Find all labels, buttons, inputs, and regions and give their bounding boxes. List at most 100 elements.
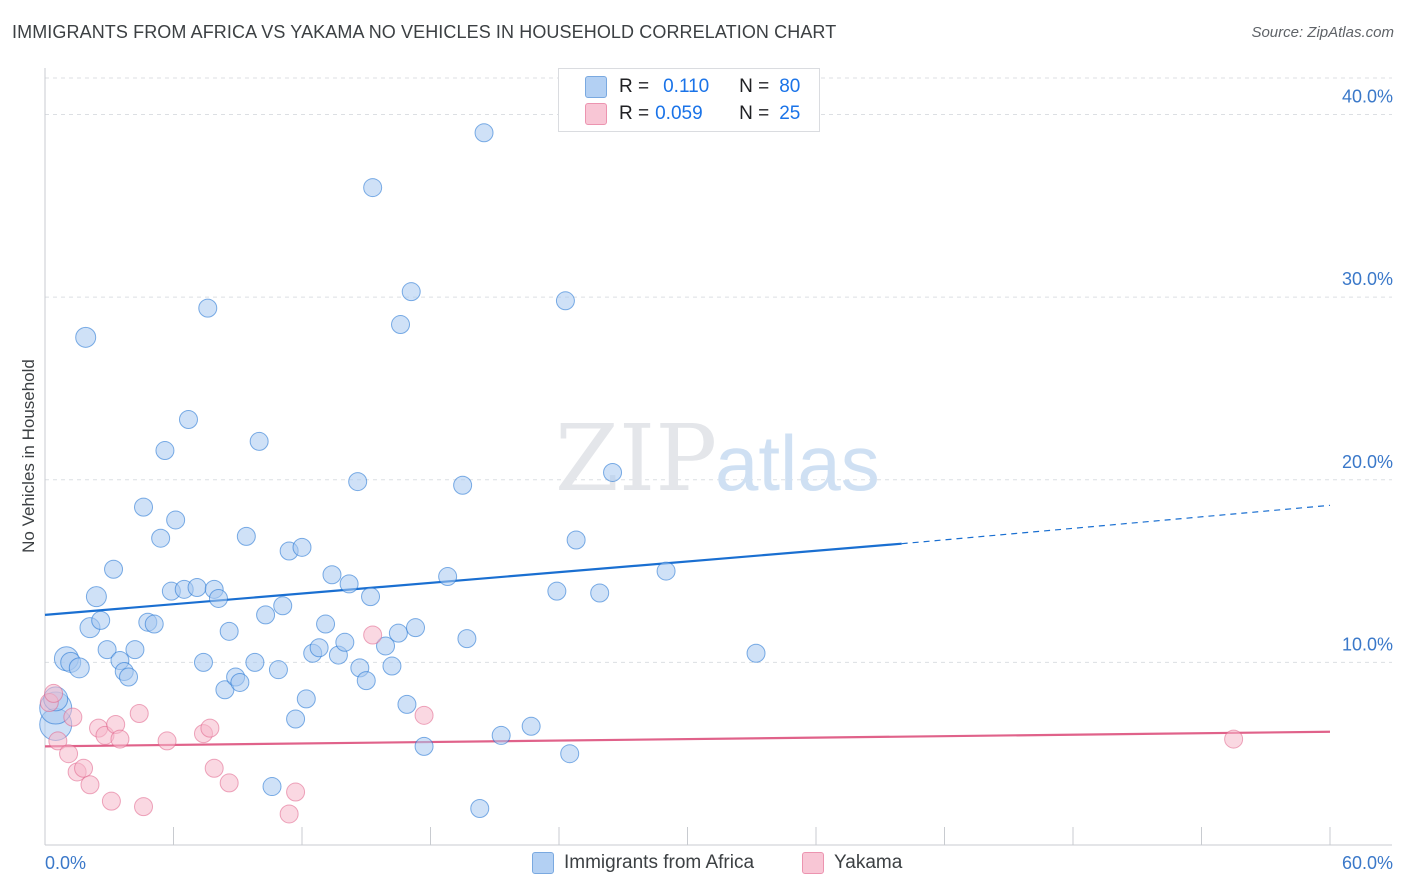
yakama-point bbox=[414, 705, 434, 725]
bottom-legend-swatch-africa bbox=[532, 852, 554, 874]
watermark: ZIP atlas bbox=[555, 405, 880, 512]
africa-point bbox=[363, 178, 383, 198]
africa-point bbox=[339, 574, 359, 594]
yakama-point bbox=[110, 729, 130, 749]
africa-point bbox=[521, 716, 541, 736]
africa-point bbox=[187, 578, 207, 598]
africa-point bbox=[603, 462, 623, 482]
yakama-point bbox=[1224, 729, 1244, 749]
africa-point bbox=[356, 671, 376, 691]
africa-point bbox=[236, 526, 256, 546]
y-tick-label: 10.0% bbox=[1342, 634, 1393, 654]
africa-point bbox=[85, 586, 107, 608]
africa-point bbox=[474, 123, 494, 143]
yakama-point bbox=[279, 804, 299, 824]
yakama-point bbox=[59, 744, 79, 764]
africa-point bbox=[134, 497, 154, 517]
africa-point bbox=[746, 643, 766, 663]
yakama-point bbox=[134, 797, 154, 817]
legend-r-label: R = bbox=[619, 76, 650, 97]
africa-point bbox=[656, 561, 676, 581]
africa-point bbox=[125, 640, 145, 660]
legend-r-value: 0.059 bbox=[655, 103, 703, 124]
yakama-point bbox=[204, 758, 224, 778]
y-tick-label: 40.0% bbox=[1342, 87, 1393, 107]
source-label: Source: ZipAtlas.com bbox=[1251, 24, 1394, 41]
bottom-legend-label-yakama: Yakama bbox=[834, 852, 903, 873]
legend-row-africa: R = 0.110 N = 80 bbox=[559, 73, 800, 101]
legend-n-label: N = bbox=[739, 103, 770, 124]
bottom-legend-africa: Immigrants from Africa bbox=[532, 852, 754, 874]
legend-swatch-africa bbox=[585, 76, 607, 98]
africa-point bbox=[178, 409, 198, 429]
africa-point bbox=[457, 629, 477, 649]
y-tick-label: 30.0% bbox=[1342, 269, 1393, 289]
africa-point bbox=[292, 537, 312, 557]
africa-point bbox=[566, 530, 586, 550]
legend-n-value: 25 bbox=[779, 103, 801, 124]
yakama-point bbox=[74, 758, 94, 778]
y-axis-label: No Vehicles in Household bbox=[19, 359, 38, 553]
africa-point bbox=[322, 565, 342, 585]
africa-point bbox=[273, 596, 293, 616]
africa-point bbox=[75, 326, 97, 348]
yakama-point bbox=[219, 773, 239, 793]
africa-point bbox=[316, 614, 336, 634]
watermark-zip: ZIP bbox=[555, 405, 717, 512]
africa-point bbox=[91, 610, 111, 630]
africa-point bbox=[547, 581, 567, 601]
africa-point bbox=[438, 567, 458, 587]
africa-point bbox=[155, 441, 175, 461]
africa-point bbox=[166, 510, 186, 530]
yakama-point bbox=[286, 782, 306, 802]
africa-point bbox=[119, 667, 139, 687]
tick-labels: 10.0% 20.0% 30.0% 40.0% 0.0% 60.0% bbox=[45, 87, 1393, 873]
africa-point bbox=[401, 282, 421, 302]
africa-point bbox=[406, 618, 426, 638]
legend-n-label: N = bbox=[739, 76, 770, 97]
africa-point bbox=[97, 640, 117, 660]
africa-point bbox=[335, 632, 355, 652]
africa-point bbox=[219, 621, 239, 641]
africa-point bbox=[348, 472, 368, 492]
africa-point bbox=[470, 798, 490, 818]
yakama-point bbox=[63, 707, 83, 727]
legend-r-value: 0.110 bbox=[663, 76, 710, 97]
yakama-point bbox=[157, 731, 177, 751]
africa-point bbox=[555, 291, 575, 311]
africa-point bbox=[560, 744, 580, 764]
yakama-point bbox=[44, 683, 64, 703]
africa-point bbox=[453, 475, 473, 495]
africa-point bbox=[68, 657, 90, 679]
africa-trendline-extension bbox=[901, 504, 1331, 545]
yakama-trendline bbox=[44, 730, 1331, 748]
africa-point bbox=[397, 694, 417, 714]
africa-point bbox=[382, 656, 402, 676]
correlation-legend: R = 0.110 N = 80 R = 0.059 N = 25 bbox=[558, 68, 820, 132]
bottom-legend-yakama: Yakama bbox=[802, 852, 902, 874]
africa-point bbox=[376, 636, 396, 656]
chart-title: IMMIGRANTS FROM AFRICA VS YAKAMA NO VEHI… bbox=[12, 22, 837, 42]
africa-point bbox=[309, 638, 329, 658]
africa-point bbox=[144, 614, 164, 634]
yakama-point bbox=[363, 625, 383, 645]
gridlines bbox=[45, 77, 1392, 663]
africa-point bbox=[414, 736, 434, 756]
legend-swatch-yakama bbox=[585, 103, 607, 125]
bottom-legend-label-africa: Immigrants from Africa bbox=[564, 852, 755, 873]
y-tick-label: 20.0% bbox=[1342, 452, 1393, 472]
africa-point bbox=[268, 660, 288, 680]
africa-point bbox=[208, 588, 228, 608]
africa-point bbox=[388, 623, 408, 643]
yakama-point bbox=[48, 731, 68, 751]
trendlines bbox=[44, 504, 1331, 748]
x-tick-label: 0.0% bbox=[45, 853, 86, 873]
africa-point bbox=[249, 431, 269, 451]
africa-point bbox=[286, 709, 306, 729]
legend-n-value: 80 bbox=[779, 76, 801, 97]
watermark-atlas: atlas bbox=[715, 419, 880, 507]
africa-point bbox=[104, 559, 124, 579]
yakama-point bbox=[200, 718, 220, 738]
yakama-point bbox=[80, 775, 100, 795]
